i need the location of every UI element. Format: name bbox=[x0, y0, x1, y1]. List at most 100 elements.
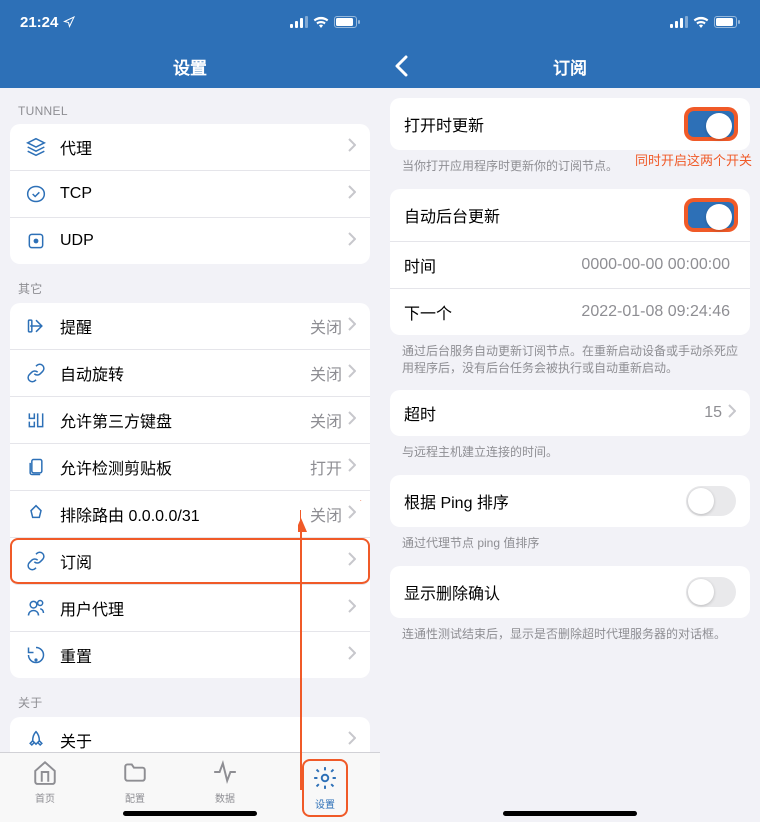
tab-folder[interactable]: 配置 bbox=[122, 759, 148, 805]
settings-row-rotate[interactable]: 自动旋转关闭 bbox=[10, 350, 370, 397]
status-bar bbox=[380, 0, 760, 44]
gear-icon bbox=[312, 765, 338, 794]
sub-row[interactable]: 打开时更新 bbox=[390, 98, 750, 150]
rotate-icon bbox=[24, 361, 48, 385]
settings-list: 关于 bbox=[10, 717, 370, 752]
toggle-switch[interactable] bbox=[686, 577, 736, 607]
group-hint: 通过代理节点 ping 值排序 bbox=[380, 527, 760, 566]
settings-row-layers[interactable]: 代理 bbox=[10, 124, 370, 171]
rocket-icon bbox=[24, 728, 48, 752]
sub-row[interactable]: 显示删除确认 bbox=[390, 566, 750, 618]
row-value: 关闭 bbox=[310, 361, 342, 385]
location-icon bbox=[63, 16, 75, 28]
home-indicator bbox=[503, 811, 637, 816]
home-icon bbox=[32, 759, 58, 788]
toggle-switch[interactable] bbox=[686, 486, 736, 516]
settings-row-bell[interactable]: 提醒关闭 bbox=[10, 303, 370, 350]
page-title: 订阅 bbox=[553, 54, 587, 79]
chevron-right-icon bbox=[348, 185, 356, 204]
tab-label: 数据 bbox=[215, 790, 235, 805]
tab-gear[interactable]: 设置 bbox=[302, 759, 348, 817]
toggle-switch[interactable] bbox=[686, 200, 736, 230]
chevron-right-icon bbox=[348, 411, 356, 430]
row-value: 关闭 bbox=[310, 502, 342, 526]
settings-row-user[interactable]: 用户代理 bbox=[10, 585, 370, 632]
row-label: 关于 bbox=[60, 728, 348, 752]
row-label: 重置 bbox=[60, 643, 348, 667]
keyboard-icon bbox=[24, 408, 48, 432]
tab-label: 设置 bbox=[315, 796, 335, 811]
sub-row: 下一个2022-01-08 09:24:46 bbox=[390, 289, 750, 335]
udp-icon bbox=[24, 229, 48, 253]
row-label: 用户代理 bbox=[60, 596, 348, 620]
wifi-icon bbox=[313, 16, 329, 28]
section-header: 关于 bbox=[0, 678, 380, 717]
section-header: 其它 bbox=[0, 264, 380, 303]
settings-row-handshake[interactable]: TCP bbox=[10, 171, 370, 218]
annotation-label: 同时开启这两个开关 bbox=[635, 150, 752, 169]
chevron-right-icon bbox=[728, 404, 736, 423]
row-label: 排除路由 0.0.0.0/31 bbox=[60, 502, 310, 526]
signal-icon bbox=[670, 16, 688, 28]
settings-content: TUNNEL代理TCPUDP其它提醒关闭自动旋转关闭允许第三方键盘关闭允许检测剪… bbox=[0, 88, 380, 752]
settings-row-link[interactable]: 订阅 bbox=[10, 538, 370, 585]
settings-row-clipboard[interactable]: 允许检测剪贴板打开 bbox=[10, 444, 370, 491]
back-icon[interactable] bbox=[394, 55, 408, 77]
row-label: 自动旋转 bbox=[60, 361, 310, 385]
settings-row-reset[interactable]: 重置 bbox=[10, 632, 370, 678]
subscription-group: 显示删除确认 bbox=[390, 566, 750, 618]
subscription-group: 自动后台更新时间0000-00-00 00:00:00下一个2022-01-08… bbox=[390, 189, 750, 335]
subscription-group: 根据 Ping 排序 bbox=[390, 475, 750, 527]
settings-list: 提醒关闭自动旋转关闭允许第三方键盘关闭允许检测剪贴板打开排除路由 0.0.0.0… bbox=[10, 303, 370, 678]
settings-row-keyboard[interactable]: 允许第三方键盘关闭 bbox=[10, 397, 370, 444]
row-label: 显示删除确认 bbox=[404, 580, 686, 604]
phone-settings: 21:24 设置 TUNNEL代理TCPUDP其它提醒关闭自动旋转关闭允许第三方… bbox=[0, 0, 380, 822]
row-label: 打开时更新 bbox=[404, 112, 686, 136]
settings-row-udp[interactable]: UDP bbox=[10, 218, 370, 264]
chevron-right-icon bbox=[348, 599, 356, 618]
tab-home[interactable]: 首页 bbox=[32, 759, 58, 805]
group-hint: 与远程主机建立连接的时间。 bbox=[380, 436, 760, 475]
sub-row[interactable]: 自动后台更新 bbox=[390, 189, 750, 242]
row-label: 订阅 bbox=[60, 549, 348, 573]
bell-icon bbox=[24, 314, 48, 338]
settings-row-route[interactable]: 排除路由 0.0.0.0/31关闭 bbox=[10, 491, 370, 538]
status-time: 21:24 bbox=[20, 14, 58, 31]
signal-icon bbox=[290, 16, 308, 28]
chevron-right-icon bbox=[348, 458, 356, 477]
settings-row-rocket[interactable]: 关于 bbox=[10, 717, 370, 752]
tab-activity[interactable]: 数据 bbox=[212, 759, 238, 805]
wifi-icon bbox=[693, 16, 709, 28]
row-value: 2022-01-08 09:24:46 bbox=[581, 303, 730, 321]
row-label: 自动后台更新 bbox=[404, 203, 686, 227]
nav-bar-right: 订阅 bbox=[380, 44, 760, 88]
nav-bar-left: 设置 bbox=[0, 44, 380, 88]
subscription-group: 打开时更新 bbox=[390, 98, 750, 150]
user-icon bbox=[24, 596, 48, 620]
layers-icon bbox=[24, 135, 48, 159]
activity-icon bbox=[212, 759, 238, 788]
subscription-group: 超时15 bbox=[390, 390, 750, 436]
sub-row[interactable]: 根据 Ping 排序 bbox=[390, 475, 750, 527]
tab-label: 配置 bbox=[125, 790, 145, 805]
handshake-icon bbox=[24, 182, 48, 206]
route-icon bbox=[24, 502, 48, 526]
battery-icon bbox=[714, 16, 740, 28]
chevron-right-icon bbox=[348, 138, 356, 157]
row-label: 提醒 bbox=[60, 314, 310, 338]
group-hint: 连通性测试结束后，显示是否删除超时代理服务器的对话框。 bbox=[380, 618, 760, 657]
sub-row[interactable]: 超时15 bbox=[390, 390, 750, 436]
row-label: 超时 bbox=[404, 401, 704, 425]
chevron-right-icon bbox=[348, 232, 356, 251]
row-label: 下一个 bbox=[404, 300, 581, 324]
toggle-switch[interactable] bbox=[686, 109, 736, 139]
chevron-right-icon bbox=[348, 552, 356, 571]
row-label: TCP bbox=[60, 185, 348, 203]
status-bar: 21:24 bbox=[0, 0, 380, 44]
row-value: 关闭 bbox=[310, 408, 342, 432]
subscription-content: 打开时更新当你打开应用程序时更新你的订阅节点。自动后台更新时间0000-00-0… bbox=[380, 88, 760, 822]
phone-subscription: 订阅 打开时更新当你打开应用程序时更新你的订阅节点。自动后台更新时间0000-0… bbox=[380, 0, 760, 822]
page-title: 设置 bbox=[173, 54, 207, 79]
row-label: 允许第三方键盘 bbox=[60, 408, 310, 432]
group-hint: 通过后台服务自动更新订阅节点。在重新启动设备或手动杀死应用程序后，没有后台任务会… bbox=[380, 335, 760, 391]
